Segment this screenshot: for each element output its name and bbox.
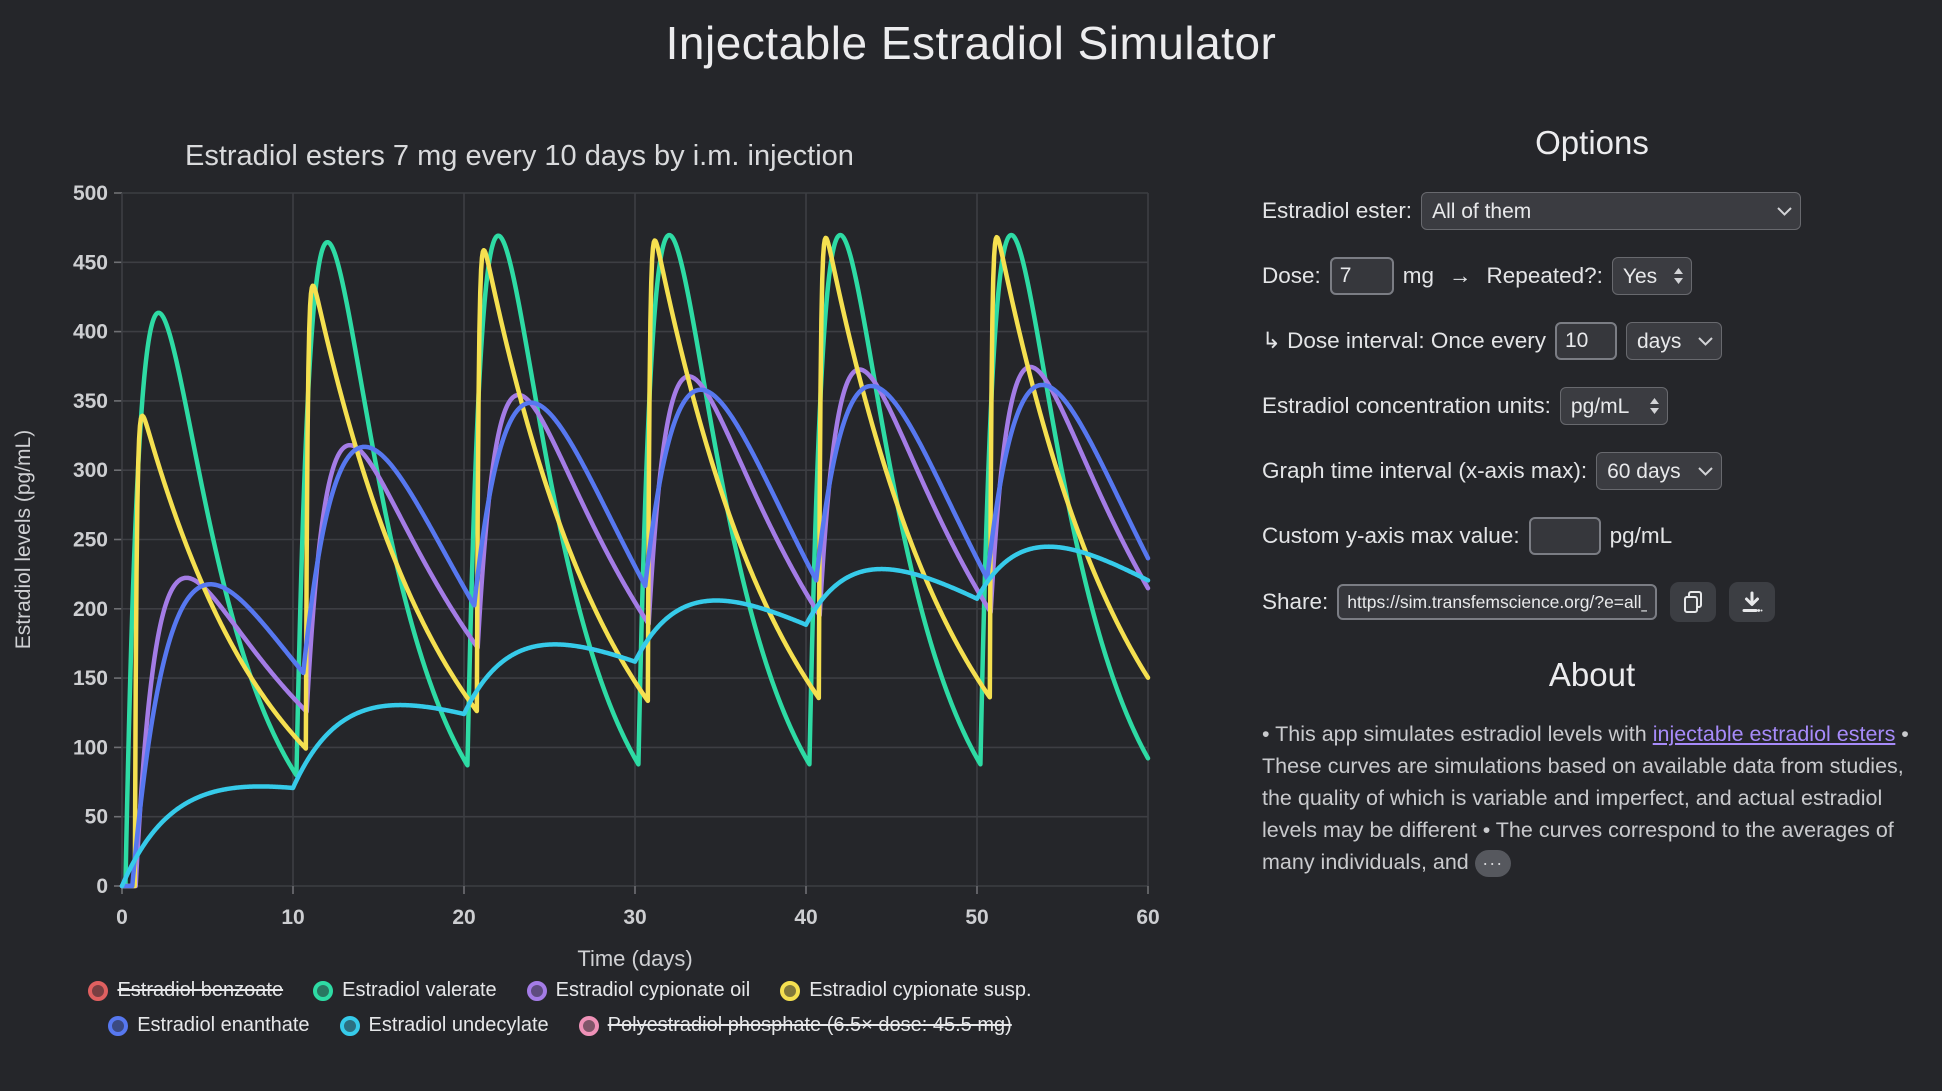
svg-text:40: 40	[794, 906, 817, 929]
copy-icon	[1682, 590, 1704, 614]
graph-interval-row: Graph time interval (x-axis max): 60 day…	[1262, 452, 1922, 490]
legend-item-polyestradiol-phosphate-6-5-dose-45-5-mg-[interactable]: Polyestradiol phosphate (6.5× dose: 45.5…	[578, 1014, 1012, 1037]
svg-text:350: 350	[73, 390, 108, 413]
legend-series-label: Estradiol benzoate	[117, 979, 284, 1001]
svg-text:400: 400	[73, 321, 108, 344]
svg-text:500: 500	[73, 182, 108, 205]
dose-interval-input[interactable]	[1554, 322, 1617, 360]
legend-series-dot	[578, 1015, 599, 1036]
copy-link-button[interactable]	[1670, 582, 1717, 622]
chart-title: Estradiol esters 7 mg every 10 days by i…	[185, 140, 854, 172]
chart-legend: Estradiol benzoate Estradiol valerate Estr…	[0, 979, 1120, 1037]
about-text: • This app simulates estradiol levels wi…	[1262, 718, 1910, 878]
x-axis-title: Time (days)	[577, 946, 692, 971]
expand-more-button[interactable]: ···	[1474, 849, 1511, 877]
dose-interval-row: ↳ Dose interval: Once every days	[1262, 322, 1922, 360]
graph-interval-select[interactable]: 60 days	[1596, 452, 1723, 490]
legend-series-dot	[108, 1015, 129, 1036]
svg-text:250: 250	[73, 529, 108, 552]
ellipsis-icon: ···	[1482, 853, 1504, 874]
svg-text:200: 200	[73, 598, 108, 621]
legend-row: Estradiol enanthate Estradiol undecylate P…	[108, 1014, 1012, 1037]
legend-series-label: Estradiol cypionate susp.	[809, 979, 1032, 1001]
legend-item-estradiol-valerate[interactable]: Estradiol valerate	[313, 979, 497, 1002]
dose-input[interactable]	[1329, 257, 1394, 295]
curve-estradiol-valerate	[119, 232, 1151, 889]
estradiol-levels-plot: 0 50 100 150 200 250 300 350 400 450 500 0 10 20 30 40 5…	[12, 182, 1160, 971]
legend-series-label: Estradiol cypionate oil	[555, 979, 751, 1001]
ymax-row: Custom y-axis max value: pg/mL	[1262, 517, 1922, 555]
about-text-part1: • This app simulates estradiol levels wi…	[1262, 722, 1653, 746]
legend-series-dot	[339, 1015, 360, 1036]
repeated-select[interactable]: Yes	[1611, 257, 1692, 295]
y-axis-title: Estradiol levels (pg/mL)	[12, 430, 35, 649]
options-heading: Options	[1535, 124, 1649, 161]
legend-series-label: Polyestradiol phosphate (6.5× dose: 45.5…	[607, 1014, 1012, 1036]
ymax-input[interactable]	[1528, 517, 1601, 555]
ester-select[interactable]: All of them	[1421, 192, 1802, 230]
svg-text:50: 50	[965, 906, 988, 929]
legend-series-label: Estradiol valerate	[342, 979, 497, 1001]
svg-text:100: 100	[73, 736, 108, 759]
share-row: Share:	[1262, 582, 1922, 622]
share-url-input[interactable]	[1337, 584, 1658, 620]
legend-item-estradiol-cypionate-oil[interactable]: Estradiol cypionate oil	[526, 979, 751, 1002]
legend-series-dot	[526, 980, 547, 1001]
ymax-label: Custom y-axis max value:	[1262, 523, 1520, 548]
legend-series-label: Estradiol enanthate	[137, 1014, 310, 1036]
repeated-label: Repeated?:	[1486, 263, 1603, 288]
svg-text:30: 30	[623, 906, 646, 929]
concentration-units-label: Estradiol concentration units:	[1262, 393, 1551, 418]
injectable-esters-link[interactable]: injectable estradiol esters	[1652, 722, 1896, 746]
dose-label: Dose:	[1262, 263, 1321, 288]
download-image-button[interactable]	[1729, 582, 1776, 622]
about-heading: About	[1548, 656, 1636, 693]
ester-label: Estradiol ester:	[1262, 198, 1413, 223]
interval-unit-select[interactable]: days	[1625, 322, 1722, 360]
dose-unit-label: mg	[1402, 263, 1435, 288]
about-text-part2: • These curves are simulations based on …	[1262, 722, 1909, 874]
legend-series-dot	[88, 980, 109, 1001]
legend-item-estradiol-cypionate-susp-[interactable]: Estradiol cypionate susp.	[780, 979, 1032, 1002]
curve-estradiol-cypionate-susp-	[119, 234, 1151, 889]
svg-text:0: 0	[116, 906, 128, 929]
page-title: Injectable Estradiol Simulator	[665, 17, 1277, 69]
arrow-right-icon: →	[1449, 263, 1472, 288]
dose-interval-label: ↳ Dose interval: Once every	[1262, 328, 1546, 353]
legend-item-estradiol-benzoate[interactable]: Estradiol benzoate	[88, 979, 283, 1002]
legend-series-dot	[313, 980, 334, 1001]
legend-item-estradiol-undecylate[interactable]: Estradiol undecylate	[339, 1014, 549, 1037]
dose-row: Dose: mg → Repeated?: Yes	[1262, 257, 1922, 295]
svg-text:60: 60	[1136, 906, 1159, 929]
svg-text:50: 50	[85, 806, 108, 829]
curve-estradiol-enanthate	[119, 382, 1151, 889]
svg-text:20: 20	[452, 906, 475, 929]
concentration-units-select[interactable]: pg/mL	[1559, 387, 1668, 425]
curve-estradiol-cypionate-oil	[119, 364, 1151, 889]
svg-text:300: 300	[73, 459, 108, 482]
legend-item-estradiol-enanthate[interactable]: Estradiol enanthate	[108, 1014, 310, 1037]
svg-text:10: 10	[281, 906, 304, 929]
curve-estradiol-undecylate	[119, 544, 1151, 889]
options-panel: Options Estradiol ester: All of them Dos…	[1262, 100, 1922, 878]
svg-text:0: 0	[96, 875, 108, 898]
graph-interval-label: Graph time interval (x-axis max):	[1262, 458, 1588, 483]
download-icon	[1741, 591, 1763, 613]
ymax-unit-label: pg/mL	[1609, 523, 1673, 548]
ester-row: Estradiol ester: All of them	[1262, 192, 1922, 230]
legend-row: Estradiol benzoate Estradiol valerate Estr…	[88, 979, 1032, 1002]
svg-text:150: 150	[73, 667, 108, 690]
concentration-units-row: Estradiol concentration units: pg/mL	[1262, 387, 1922, 425]
share-label: Share:	[1262, 589, 1329, 614]
legend-series-label: Estradiol undecylate	[368, 1014, 549, 1036]
chart-panel: Estradiol esters 7 mg every 10 days by i…	[0, 100, 1180, 1037]
svg-text:450: 450	[73, 251, 108, 274]
legend-series-dot	[780, 980, 801, 1001]
